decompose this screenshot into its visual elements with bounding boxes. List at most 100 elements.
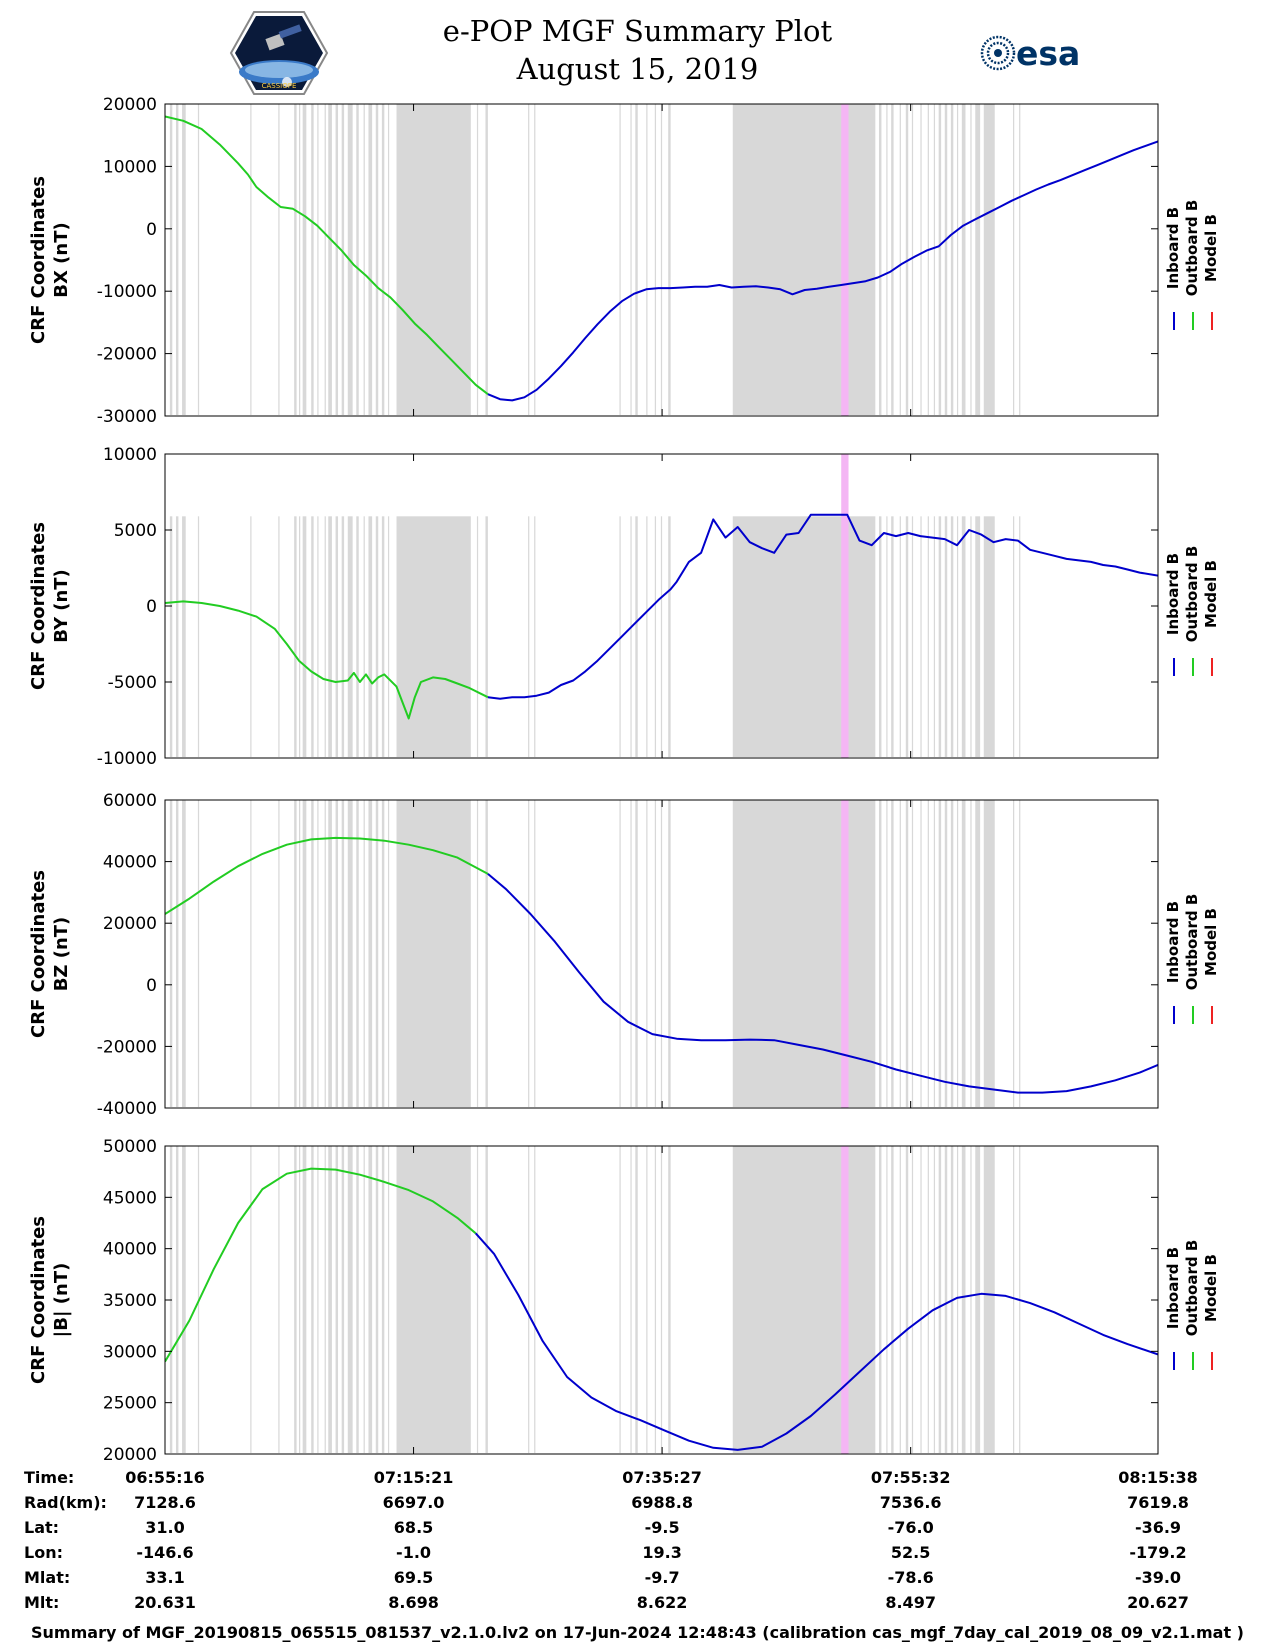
data-gap-band <box>368 800 373 1107</box>
data-gap-band <box>363 800 365 1107</box>
series-line-inboard-b <box>487 140 1158 402</box>
y-tick-label: 45000 <box>103 1188 157 1208</box>
info-cell: 08:15:38 <box>1118 1468 1198 1487</box>
data-gap-band <box>363 1146 365 1453</box>
y-tick-label: 35000 <box>103 1291 157 1311</box>
data-gap-band <box>938 516 942 757</box>
data-gap-band <box>528 1146 530 1453</box>
data-gap-band <box>387 1146 390 1453</box>
orbit-info-table: Time: 06:55:16 07:15:21 07:35:27 07:55:32 08:… <box>0 1468 1275 1618</box>
data-gap-band <box>911 800 914 1107</box>
data-gap-band <box>294 516 297 757</box>
data-gap-band <box>911 104 914 415</box>
data-gap-band <box>732 800 876 1107</box>
data-gap-band <box>654 104 657 415</box>
data-gap-band <box>927 516 929 757</box>
data-gap-band <box>311 516 314 757</box>
y-axis-label-line-1: CRF Coordinates <box>28 176 49 344</box>
y-axis-label-line-1: CRF Coordinates <box>28 522 49 690</box>
data-gap-band <box>878 516 882 757</box>
data-gap-band <box>944 516 948 757</box>
data-gap-band <box>328 104 332 415</box>
data-gap-band <box>905 800 909 1107</box>
data-gap-band <box>891 104 894 415</box>
data-gap-band <box>668 104 671 415</box>
title-line-1: e-POP MGF Summary Plot <box>442 14 833 48</box>
data-gap-band <box>891 800 894 1107</box>
info-cell: -78.6 <box>887 1568 934 1587</box>
data-gap-band <box>278 800 280 1107</box>
title-line-2: August 15, 2019 <box>516 52 759 86</box>
data-gap-band <box>169 800 173 1107</box>
y-tick-label: 5000 <box>114 521 157 541</box>
panel-bx: 20000 10000 0 -10000 -20000 -30000 CRF Coordin… <box>28 95 1220 427</box>
data-gap-band <box>1019 104 1021 415</box>
data-gap-band <box>668 800 671 1107</box>
data-gap-band <box>878 104 882 415</box>
info-cell: 68.5 <box>393 1518 434 1537</box>
data-gap-band <box>375 1146 379 1453</box>
data-gap-band <box>356 800 359 1107</box>
data-gap-band <box>920 800 922 1107</box>
info-cell: -146.6 <box>136 1543 194 1562</box>
data-gap-band <box>975 104 981 415</box>
data-gap-band <box>476 1146 479 1453</box>
info-cell: 7536.6 <box>879 1493 942 1512</box>
data-gap-band <box>944 1146 948 1453</box>
info-cell: 6697.0 <box>382 1493 445 1512</box>
info-cell: -39.0 <box>1134 1568 1182 1587</box>
data-gap-band <box>396 104 471 415</box>
y-tick-label: 50000 <box>103 1137 157 1157</box>
data-gap-band <box>1013 800 1015 1107</box>
info-row: Rad(km): 7128.6 6697.0 6988.8 7536.6 7619.8 <box>0 1493 1275 1518</box>
data-gap-band <box>660 800 663 1107</box>
info-cell: 06:55:16 <box>125 1468 205 1487</box>
series-line-outboard-b <box>165 115 489 395</box>
y-tick-label: 20000 <box>103 95 157 115</box>
info-cell: 6988.8 <box>631 1493 693 1512</box>
data-gap-band <box>175 1146 179 1453</box>
info-cell: 8.698 <box>388 1593 439 1612</box>
y-tick-label: 40000 <box>103 1240 157 1260</box>
data-gap-band <box>396 800 471 1107</box>
panel-babs: 50000 45000 40000 35000 30000 25000 20000 CRF C… <box>28 1137 1220 1465</box>
series-line-inboard-b <box>487 513 1158 700</box>
y-axis-label-line-1: CRF Coordinates <box>28 870 49 1038</box>
data-gap-band <box>328 800 332 1107</box>
data-gap-band <box>944 104 948 415</box>
info-cell: -9.5 <box>644 1518 680 1537</box>
data-gap-band <box>891 516 894 757</box>
data-gap-band <box>381 104 385 415</box>
data-gap-band <box>927 800 929 1107</box>
data-gap-band <box>534 1146 536 1453</box>
series-line-inboard-b <box>474 1232 1158 1451</box>
data-gap-band <box>1013 516 1015 757</box>
data-gap-band <box>975 516 981 757</box>
data-gap-band <box>668 1146 671 1453</box>
data-gap-band <box>956 1146 959 1453</box>
data-gap-band <box>294 1146 297 1453</box>
data-gap-band <box>970 104 972 415</box>
data-gap-band <box>660 516 663 757</box>
legend-label: Model B <box>1202 214 1220 282</box>
data-gap-band <box>311 1146 314 1453</box>
data-gap-band <box>299 104 301 415</box>
data-gap-band <box>654 800 657 1107</box>
data-gap-band <box>335 1146 339 1453</box>
info-cell: 8.497 <box>885 1593 936 1612</box>
info-cell: 33.1 <box>145 1568 185 1587</box>
data-gap-band <box>341 516 345 757</box>
data-gap-band <box>619 1146 621 1453</box>
data-gap-band <box>476 800 479 1107</box>
y-tick-label: 10000 <box>103 157 157 177</box>
data-gap-band <box>635 104 638 415</box>
y-tick-label: 40000 <box>103 853 157 873</box>
info-cell: 7619.8 <box>1127 1493 1189 1512</box>
y-axis-label-line-2: BY (nT) <box>51 569 72 643</box>
data-gap-band <box>886 1146 888 1453</box>
legend-label: Outboard B <box>1183 546 1201 643</box>
data-gap-band <box>396 1146 471 1453</box>
data-gap-band <box>654 1146 657 1453</box>
data-gap-band <box>368 1146 373 1453</box>
data-gap-band <box>175 516 179 757</box>
